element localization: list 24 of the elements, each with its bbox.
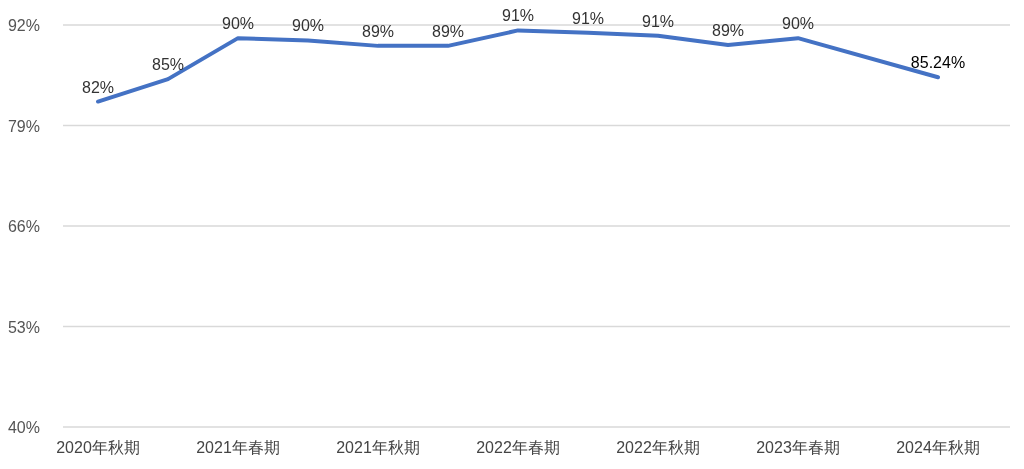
y-tick-label: 79% [7,117,40,135]
y-tick-label: 53% [7,318,40,336]
y-tick-label: 40% [7,419,40,436]
data-label: 90% [781,15,815,33]
data-label: 89% [361,22,395,40]
data-label: 91% [571,9,605,27]
data-label: 89% [431,22,465,40]
data-label: 85.24% [910,54,966,72]
x-tick-label: 2024年秋期 [896,439,980,456]
data-label: 91% [501,7,535,25]
x-tick-label: 2021年春期 [196,439,280,456]
data-label: 90% [221,15,255,33]
data-label: 89% [711,22,745,40]
data-label: 82% [81,78,115,96]
data-label: 90% [291,17,325,35]
y-tick-label: 92% [7,17,40,34]
x-tick-label: 2020年秋期 [56,439,140,456]
x-tick-label: 2023年春期 [756,439,840,456]
data-label: 85% [151,56,185,74]
x-tick-label: 2021年秋期 [336,439,420,456]
x-tick-label: 2022年秋期 [616,439,700,456]
data-label: 91% [641,12,675,30]
y-tick-label: 66% [7,218,40,235]
x-tick-label: 2022年春期 [476,439,560,456]
